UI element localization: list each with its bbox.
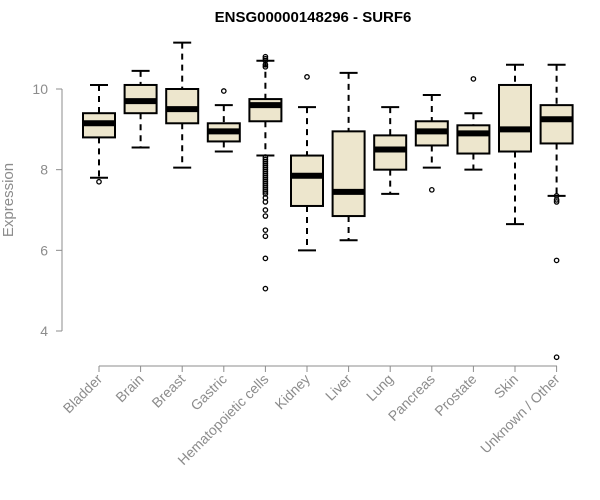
- y-tick-label-10: 10: [32, 81, 48, 97]
- iqr-box: [498, 83, 532, 153]
- y-axis-label: Expression: [0, 163, 17, 237]
- box-group-brain: [123, 69, 158, 149]
- box-group-gastric: [206, 88, 241, 153]
- y-tick-label-4: 4: [40, 323, 48, 339]
- x-tick-label-brain: Brain: [112, 371, 146, 405]
- y-ticks: 4 6 8 10: [32, 81, 62, 339]
- chart-title: ENSG00000148296 - SURF6: [215, 9, 412, 26]
- iqr-box: [290, 154, 324, 207]
- outlier-point: [262, 189, 269, 195]
- x-tick-label-liver: Liver: [322, 371, 355, 404]
- outlier-point: [96, 178, 102, 185]
- x-tick-label-bladder: Bladder: [60, 371, 106, 417]
- box-group-bladder: [82, 83, 116, 185]
- outlier-point: [262, 233, 269, 240]
- x-tick-label-prostate: Prostate: [431, 371, 479, 419]
- iqr-box: [373, 134, 408, 171]
- outlier-point: [553, 199, 560, 205]
- outlier-point: [262, 207, 269, 213]
- outlier-point: [553, 354, 560, 361]
- outlier-point: [470, 76, 477, 82]
- box-group-unknown-other: [539, 63, 574, 361]
- x-tick-label-kidney: Kidney: [272, 371, 314, 413]
- x-tick-label-breast: Breast: [148, 371, 188, 411]
- box-group-lung: [373, 106, 408, 195]
- iqr-box: [165, 88, 200, 125]
- outlier-point: [220, 88, 227, 94]
- x-tick-label-unknown-other: Unknown / Other: [477, 371, 563, 457]
- y-tick-label-8: 8: [40, 162, 48, 178]
- outlier-point: [262, 55, 269, 62]
- outlier-point: [262, 199, 269, 205]
- box-group-kidney: [290, 74, 324, 252]
- box-group-hematopoietic-cells: [248, 53, 283, 292]
- box-group-prostate: [456, 76, 491, 171]
- outlier-point: [262, 227, 269, 234]
- outlier-point: [553, 197, 560, 203]
- outlier-point: [262, 285, 269, 292]
- x-tick-label-skin: Skin: [491, 371, 522, 402]
- x-tick-label-lung: Lung: [363, 371, 396, 404]
- y-tick-label-6: 6: [40, 242, 48, 258]
- outlier-point: [262, 255, 269, 262]
- box-group-liver: [331, 71, 366, 242]
- box-group-skin: [498, 63, 532, 226]
- iqr-box: [456, 124, 491, 155]
- iqr-box: [539, 104, 574, 145]
- outlier-point: [304, 74, 310, 80]
- outlier-point: [262, 213, 269, 219]
- box-group-breast: [165, 41, 200, 169]
- iqr-box: [331, 130, 366, 218]
- outlier-point: [262, 63, 269, 70]
- outlier-point: [553, 257, 560, 264]
- box-group-pancreas: [414, 94, 449, 193]
- outlier-point: [262, 61, 269, 68]
- outlier-point: [428, 186, 435, 193]
- boxes: [82, 41, 574, 361]
